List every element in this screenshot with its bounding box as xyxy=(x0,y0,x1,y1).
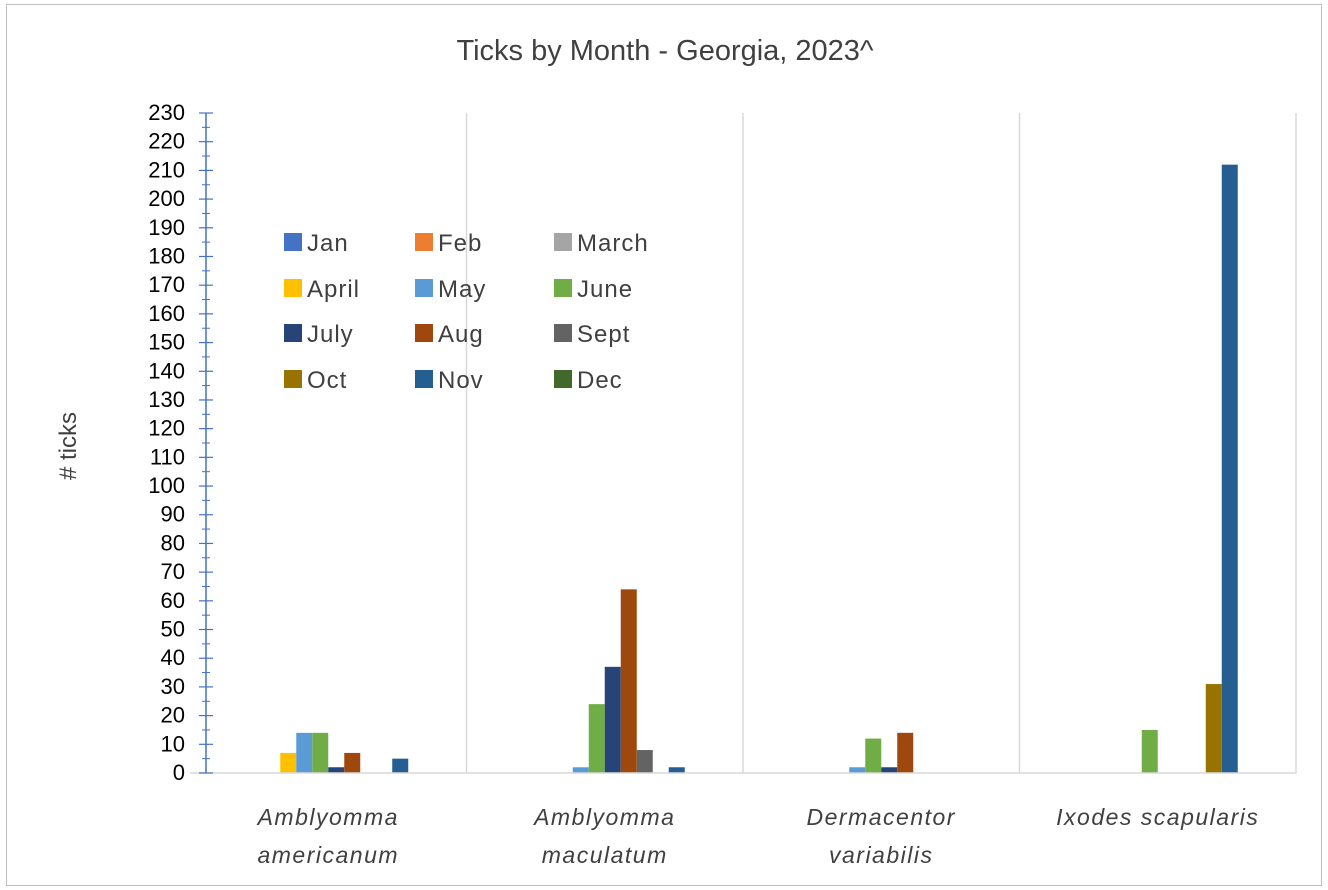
bar-aug-0 xyxy=(344,752,361,773)
category-label: Ixodes scapularis xyxy=(1056,804,1259,830)
y-tick-label: 30 xyxy=(161,674,185,699)
bar-aug-1 xyxy=(620,589,637,773)
legend-label-nov: Nov xyxy=(438,367,484,394)
bars-layer xyxy=(280,164,1238,774)
grid-layer xyxy=(465,113,1297,773)
y-tick-label: 70 xyxy=(161,559,185,584)
y-tick-label: 100 xyxy=(148,473,185,498)
chart-frame: Ticks by Month - Georgia, 2023^ # ticks … xyxy=(6,4,1322,886)
bar-nov-0 xyxy=(392,758,409,773)
legend-swatch-nov xyxy=(415,370,433,388)
bar-june-1 xyxy=(588,704,605,773)
y-tick-label: 110 xyxy=(150,444,185,469)
chart-title: Ticks by Month - Georgia, 2023^ xyxy=(456,35,873,67)
y-tick-label: 190 xyxy=(148,215,185,240)
bar-oct-3 xyxy=(1205,684,1222,773)
legend-swatch-june xyxy=(554,279,572,297)
bar-may-1 xyxy=(572,767,589,773)
legend-label-feb: Feb xyxy=(438,230,482,257)
legend-swatch-april xyxy=(284,279,302,297)
bar-july-0 xyxy=(328,767,345,773)
legend-swatch-aug xyxy=(415,324,433,342)
legend-swatch-sept xyxy=(554,324,572,342)
category-label: variabilis xyxy=(829,842,933,868)
y-tick-label: 10 xyxy=(161,731,185,756)
legend-label-aug: Aug xyxy=(438,321,484,348)
y-tick-label: 180 xyxy=(148,243,185,268)
legend-swatch-july xyxy=(284,324,302,342)
bar-sept-1 xyxy=(636,750,653,773)
y-tick-label: 130 xyxy=(148,387,185,412)
bar-july-2 xyxy=(881,767,898,773)
y-tick-label: 20 xyxy=(161,703,185,728)
y-axis-title: # ticks xyxy=(55,412,82,480)
categories-layer: Amblyomma americanum Amblyomma maculatum Der… xyxy=(256,804,1259,868)
legend-label-june: June xyxy=(577,276,633,303)
legend-label-jan: Jan xyxy=(307,230,349,257)
bar-nov-3 xyxy=(1221,164,1238,774)
y-tick-label: 80 xyxy=(161,530,185,555)
legend-swatch-jan xyxy=(284,233,302,251)
y-tick-label: 60 xyxy=(161,588,185,613)
legend-layer: Jan Feb March April May June July Aug Sept Oct Nov… xyxy=(284,230,649,394)
bar-may-2 xyxy=(849,767,866,773)
bar-june-0 xyxy=(312,732,329,773)
bar-may-0 xyxy=(296,732,313,773)
legend-swatch-may xyxy=(415,279,433,297)
legend-label-dec: Dec xyxy=(577,367,623,394)
y-tick-label: 120 xyxy=(148,416,185,441)
bar-june-2 xyxy=(865,738,882,773)
legend-swatch-march xyxy=(554,233,572,251)
legend-label-sept: Sept xyxy=(577,321,630,348)
category-label: maculatum xyxy=(542,842,668,868)
legend-label-oct: Oct xyxy=(307,367,347,394)
bar-aug-2 xyxy=(897,732,914,773)
y-tick-label: 50 xyxy=(161,617,185,642)
category-label: Amblyomma xyxy=(256,804,399,830)
legend-label-july: July xyxy=(307,321,354,348)
bar-july-1 xyxy=(604,666,621,773)
y-tick-label: 90 xyxy=(161,502,185,527)
y-tick-label: 230 xyxy=(148,100,185,125)
chart-svg: Ticks by Month - Georgia, 2023^ # ticks … xyxy=(55,35,1297,868)
y-tick-label: 0 xyxy=(173,760,185,785)
category-label: Dermacentor xyxy=(807,804,956,830)
legend-swatch-feb xyxy=(415,233,433,251)
y-tick-label: 200 xyxy=(148,186,185,211)
legend-label-may: May xyxy=(438,276,486,303)
bar-april-0 xyxy=(280,752,297,773)
y-tick-label: 140 xyxy=(148,358,185,383)
legend-label-april: April xyxy=(307,276,360,303)
bar-nov-1 xyxy=(668,767,685,773)
y-tick-label: 220 xyxy=(148,129,185,154)
legend-swatch-oct xyxy=(284,370,302,388)
y-tick-label: 210 xyxy=(148,157,185,182)
bar-june-3 xyxy=(1141,729,1158,773)
y-tick-label: 160 xyxy=(148,301,185,326)
y-tick-label: 150 xyxy=(148,330,185,355)
legend-label-march: March xyxy=(577,230,649,257)
y-tick-label: 40 xyxy=(161,645,185,670)
y-tick-label: 170 xyxy=(148,272,185,297)
legend-swatch-dec xyxy=(554,370,572,388)
ticks-layer: 0 10 20 30 40 50 60 70 80 90 100 110 120 130 140 150 160… xyxy=(148,100,213,785)
category-label: Amblyomma xyxy=(532,804,675,830)
category-label: americanum xyxy=(257,842,399,868)
